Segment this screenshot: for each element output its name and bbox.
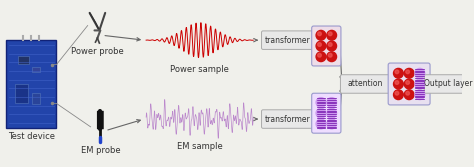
Circle shape — [395, 70, 399, 74]
Circle shape — [393, 79, 403, 89]
Circle shape — [393, 68, 403, 78]
FancyBboxPatch shape — [18, 56, 29, 63]
Text: Test device: Test device — [8, 132, 55, 141]
Circle shape — [406, 81, 410, 84]
Circle shape — [327, 41, 337, 51]
Text: EM probe: EM probe — [81, 146, 120, 155]
Circle shape — [415, 79, 425, 89]
Circle shape — [327, 108, 337, 118]
Circle shape — [316, 52, 326, 62]
Circle shape — [393, 90, 403, 100]
FancyBboxPatch shape — [6, 40, 56, 128]
Circle shape — [415, 68, 425, 78]
FancyBboxPatch shape — [312, 93, 341, 133]
Text: Power sample: Power sample — [170, 65, 229, 74]
Circle shape — [327, 30, 337, 40]
Text: EM sample: EM sample — [177, 142, 223, 151]
Circle shape — [415, 90, 425, 100]
FancyBboxPatch shape — [32, 67, 40, 72]
Circle shape — [327, 98, 337, 107]
Circle shape — [327, 119, 337, 129]
Circle shape — [328, 32, 332, 36]
FancyBboxPatch shape — [388, 63, 430, 105]
FancyBboxPatch shape — [262, 110, 313, 128]
Text: Power probe: Power probe — [71, 47, 124, 56]
Circle shape — [404, 68, 414, 78]
FancyBboxPatch shape — [262, 31, 313, 49]
FancyBboxPatch shape — [15, 84, 28, 104]
Circle shape — [395, 91, 399, 95]
Circle shape — [406, 91, 410, 95]
Text: Output layer: Output layer — [424, 79, 472, 89]
Circle shape — [316, 98, 326, 107]
FancyBboxPatch shape — [424, 75, 472, 93]
Circle shape — [316, 108, 326, 118]
Circle shape — [316, 41, 326, 51]
FancyBboxPatch shape — [340, 75, 390, 93]
Text: attention: attention — [347, 79, 383, 89]
FancyBboxPatch shape — [312, 26, 341, 66]
Circle shape — [404, 79, 414, 89]
Circle shape — [327, 52, 337, 62]
FancyBboxPatch shape — [97, 111, 104, 129]
Circle shape — [395, 81, 399, 84]
Circle shape — [318, 53, 321, 57]
Circle shape — [318, 32, 321, 36]
Circle shape — [316, 119, 326, 129]
Circle shape — [318, 43, 321, 46]
Circle shape — [406, 70, 410, 74]
Circle shape — [316, 30, 326, 40]
Circle shape — [328, 53, 332, 57]
FancyBboxPatch shape — [32, 93, 40, 104]
Text: transformer: transformer — [264, 36, 310, 45]
Circle shape — [404, 90, 414, 100]
Circle shape — [328, 43, 332, 46]
Text: transformer: transformer — [264, 115, 310, 124]
